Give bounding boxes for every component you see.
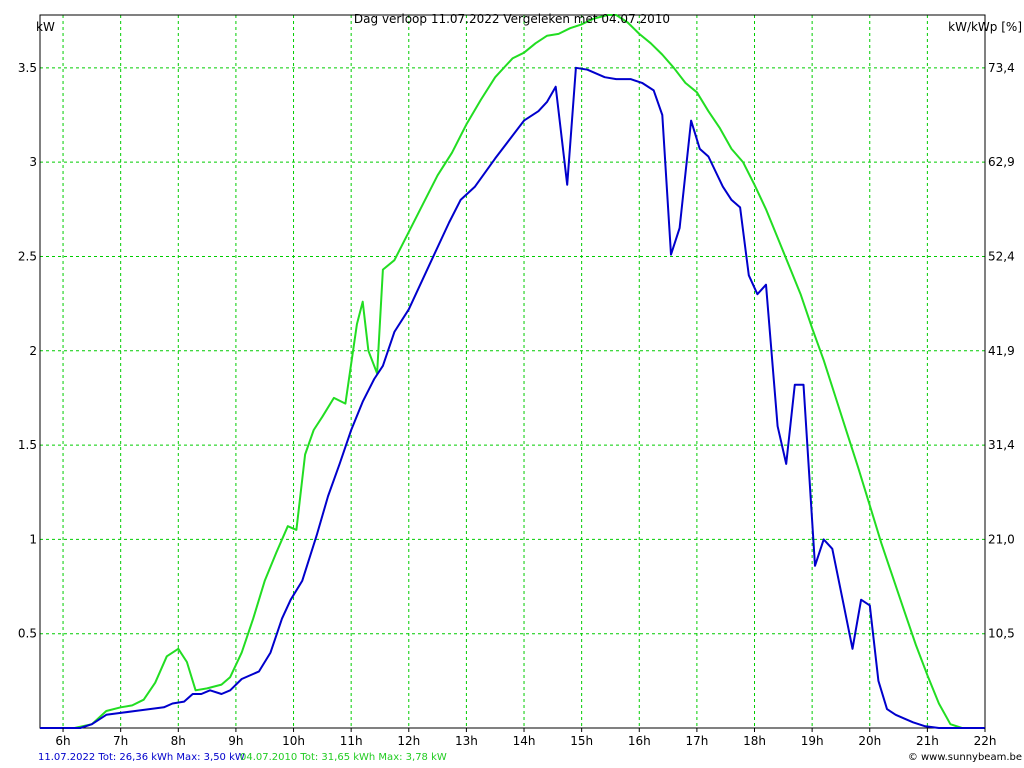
chart-title: Dag verloop 11.07.2022 Vergeleken met 04… <box>353 12 671 26</box>
plot-frame <box>39 14 986 729</box>
x-tick-label: 13h <box>455 734 478 748</box>
y2-tick-label: 21,0 <box>988 532 1015 546</box>
x-tick-label: 17h <box>685 734 708 748</box>
sunnybeam-credit: © www.sunnybeam.be <box>907 752 1022 763</box>
x-tick-label: 10h <box>282 734 305 748</box>
y-tick-label: 1 <box>29 532 37 546</box>
y2-tick-label: 62,9 <box>988 155 1015 169</box>
series-lines <box>40 14 985 729</box>
x-tick-label: 22h <box>974 734 997 748</box>
x-tick-label: 15h <box>570 734 593 748</box>
x-tick-label: 20h <box>858 734 881 748</box>
series-line-1 <box>40 66 985 729</box>
right-axis-unit: kW/kWp [%] <box>948 20 1022 34</box>
x-tick-label: 12h <box>397 734 420 748</box>
y-tick-label: 2 <box>29 344 37 358</box>
x-tick-label: 14h <box>513 734 536 748</box>
x-tick-label: 16h <box>628 734 651 748</box>
y2-tick-label: 73,4 <box>988 61 1015 75</box>
y-tick-label: 1.5 <box>18 438 37 452</box>
x-tick-label: 19h <box>801 734 824 748</box>
y-tick-label: 3 <box>29 155 37 169</box>
legend-series-2: 04.07.2010 Tot: 31,65 kWh Max: 3,78 kW <box>240 752 447 763</box>
y-tick-label: 0.5 <box>18 627 37 641</box>
y2-tick-label: 52,4 <box>988 249 1015 263</box>
tick-labels: 6h 7h 8h 9h 10h 11h 12h 13h 14h 15h 16h 17h 18h 19h 20… <box>18 61 1015 748</box>
y-tick-label: 2.5 <box>18 249 37 263</box>
y-tick-label: 3.5 <box>18 61 37 75</box>
x-tick-label: 9h <box>228 734 243 748</box>
y2-tick-label: 31,4 <box>988 438 1015 452</box>
y2-tick-label: 41,9 <box>988 344 1015 358</box>
x-tick-label: 11h <box>340 734 363 748</box>
legend-series-1: 11.07.2022 Tot: 26,36 kWh Max: 3,50 kW <box>38 752 245 763</box>
x-tick-label: 7h <box>113 734 128 748</box>
x-tick-label: 21h <box>916 734 939 748</box>
left-axis-unit: kW <box>36 20 55 34</box>
x-tick-label: 6h <box>55 734 70 748</box>
x-tick-label: 8h <box>171 734 186 748</box>
y2-tick-label: 10,5 <box>988 627 1015 641</box>
x-tick-label: 18h <box>743 734 766 748</box>
series-line-2 <box>40 14 985 729</box>
gridlines <box>40 15 985 728</box>
